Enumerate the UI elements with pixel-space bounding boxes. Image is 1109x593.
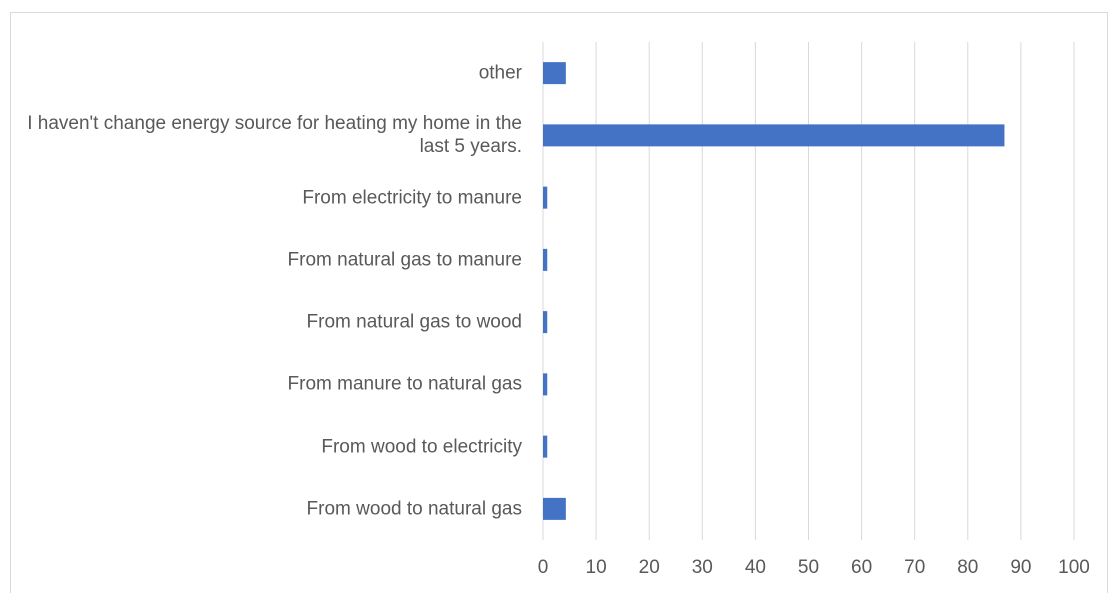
x-tick-label: 80 <box>957 557 978 578</box>
x-tick-label: 90 <box>1010 557 1031 578</box>
x-tick-label: 40 <box>745 557 766 578</box>
x-tick-label: 70 <box>904 557 925 578</box>
bar <box>543 373 548 396</box>
y-tick-label: other <box>478 62 522 84</box>
y-tick-label: From wood to natural gas <box>306 498 522 520</box>
x-tick-label: 60 <box>851 557 872 578</box>
y-tick-label: I haven't change energy source for heati… <box>27 113 522 158</box>
y-tick-label: From manure to natural gas <box>287 373 522 395</box>
bar <box>543 497 566 520</box>
x-tick-label: 50 <box>798 557 819 578</box>
bar <box>543 435 548 458</box>
bar <box>543 248 548 271</box>
y-tick-label: From wood to electricity <box>321 436 522 458</box>
x-tick-label: 20 <box>639 557 660 578</box>
x-tick-label: 100 <box>1058 557 1090 578</box>
bar <box>543 62 566 85</box>
x-tick-label: 30 <box>692 557 713 578</box>
x-tick-label: 0 <box>538 557 549 578</box>
bar <box>543 186 548 209</box>
bar <box>543 124 1005 147</box>
y-tick-label: From electricity to manure <box>302 187 522 209</box>
chart-frame <box>10 12 1108 593</box>
x-tick-label: 10 <box>586 557 607 578</box>
y-tick-label: From natural gas to wood <box>306 311 522 333</box>
bar <box>543 311 548 334</box>
y-tick-label: From natural gas to manure <box>287 249 522 271</box>
